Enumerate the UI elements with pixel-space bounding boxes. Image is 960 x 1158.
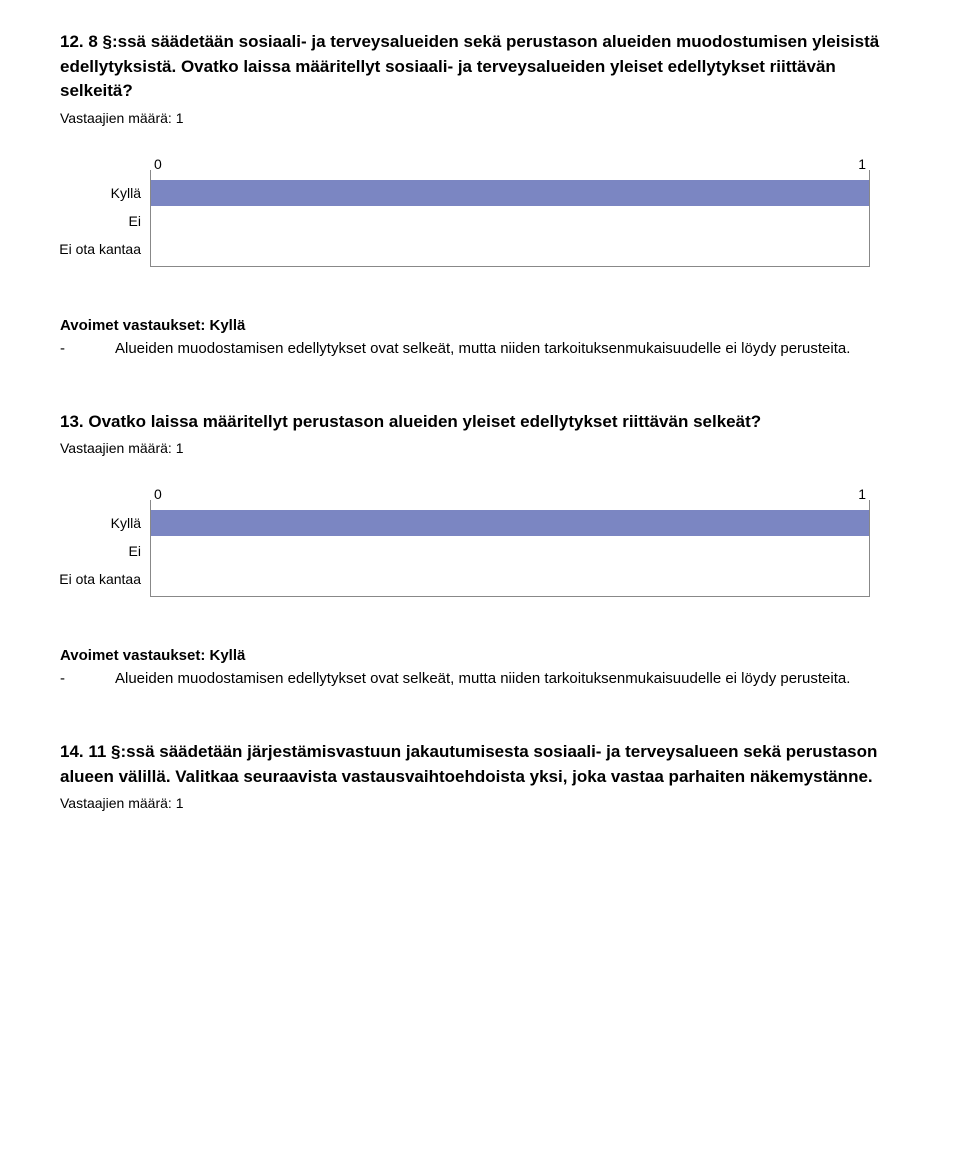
chart-body: Kyllä Ei Ei ota kantaa — [150, 506, 870, 597]
question-title: 12. 8 §:ssä säädetään sosiaali- ja terve… — [60, 30, 900, 104]
bar-fill — [151, 510, 869, 536]
axis-labels: 0 1 — [150, 486, 870, 506]
bar-label: Ei — [129, 213, 141, 229]
chart-body: Kyllä Ei Ei ota kantaa — [150, 176, 870, 267]
bar-label: Ei — [129, 543, 141, 559]
bar-fill — [151, 180, 869, 206]
open-answers: Avoimet vastaukset: Kyllä - Alueiden muo… — [60, 317, 900, 360]
question-12: 12. 8 §:ssä säädetään sosiaali- ja terve… — [60, 30, 900, 360]
bar-chart: 0 1 Kyllä Ei Ei ota kantaa — [150, 486, 870, 597]
answer-item: - Alueiden muodostamisen edellytykset ov… — [60, 668, 900, 690]
respondent-count: Vastaajien määrä: 1 — [60, 440, 900, 456]
bar-row: Ei ota kantaa — [151, 236, 869, 262]
tick — [150, 500, 151, 506]
bar-row: Ei ota kantaa — [151, 566, 869, 592]
bar-row: Ei — [151, 208, 869, 234]
bar-chart: 0 1 Kyllä Ei Ei ota kantaa — [150, 156, 870, 267]
respondent-count: Vastaajien määrä: 1 — [60, 110, 900, 126]
bar-label: Kyllä — [111, 515, 141, 531]
respondent-count: Vastaajien määrä: 1 — [60, 795, 900, 811]
question-14: 14. 11 §:ssä säädetään järjestämisvastuu… — [60, 740, 900, 811]
answers-heading: Avoimet vastaukset: Kyllä — [60, 317, 900, 334]
tick — [150, 170, 151, 176]
question-title: 14. 11 §:ssä säädetään järjestämisvastuu… — [60, 740, 900, 789]
answer-text: Alueiden muodostamisen edellytykset ovat… — [115, 668, 900, 690]
bar-label: Ei ota kantaa — [59, 241, 141, 257]
axis-max: 1 — [858, 486, 866, 502]
open-answers: Avoimet vastaukset: Kyllä - Alueiden muo… — [60, 647, 900, 690]
answer-text: Alueiden muodostamisen edellytykset ovat… — [115, 338, 900, 360]
tick — [869, 170, 870, 176]
dash: - — [60, 668, 115, 690]
question-13: 13. Ovatko laissa määritellyt perustason… — [60, 410, 900, 690]
bar-label: Ei ota kantaa — [59, 571, 141, 587]
bar-row: Kyllä — [151, 510, 869, 536]
bar-row: Kyllä — [151, 180, 869, 206]
axis-min: 0 — [154, 486, 162, 502]
bar-row: Ei — [151, 538, 869, 564]
axis-min: 0 — [154, 156, 162, 172]
answer-item: - Alueiden muodostamisen edellytykset ov… — [60, 338, 900, 360]
axis-labels: 0 1 — [150, 156, 870, 176]
bar-label: Kyllä — [111, 185, 141, 201]
axis-max: 1 — [858, 156, 866, 172]
dash: - — [60, 338, 115, 360]
question-title: 13. Ovatko laissa määritellyt perustason… — [60, 410, 900, 435]
tick — [869, 500, 870, 506]
answers-heading: Avoimet vastaukset: Kyllä — [60, 647, 900, 664]
